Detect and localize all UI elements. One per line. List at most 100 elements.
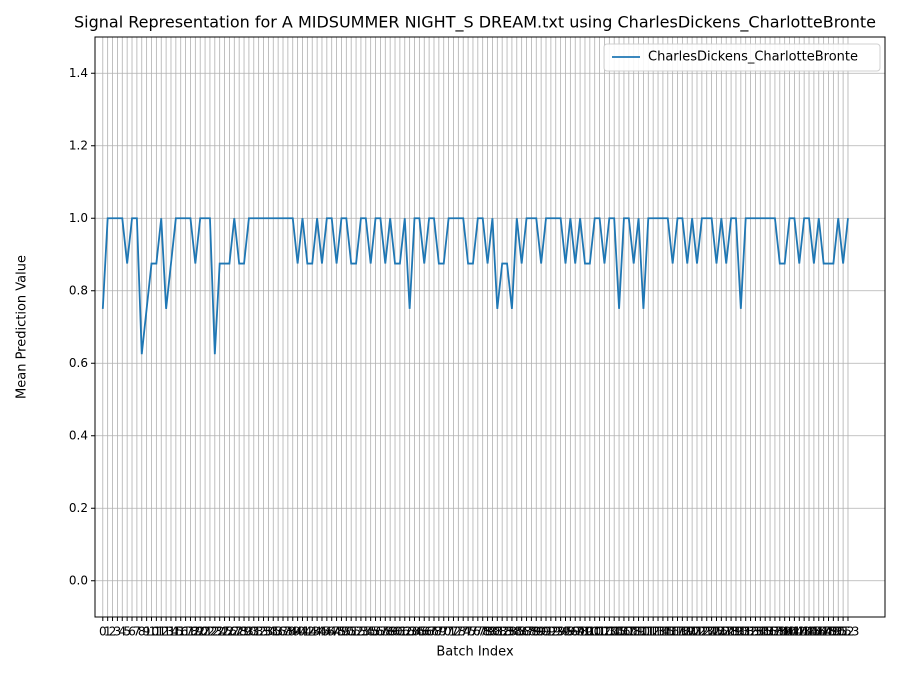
x-tick-label: 119 bbox=[671, 625, 694, 639]
x-tick-label: 74 bbox=[456, 625, 471, 639]
x-tick-label: 151 bbox=[827, 625, 850, 639]
x-tick-label: 12 bbox=[154, 625, 169, 639]
x-tick-label: 3 bbox=[114, 625, 122, 639]
x-tick-label: 130 bbox=[725, 625, 748, 639]
x-tick-label: 31 bbox=[246, 625, 261, 639]
x-tick-label: 73 bbox=[451, 625, 466, 639]
x-tick-label: 110 bbox=[627, 625, 650, 639]
x-tick-label: 143 bbox=[788, 625, 811, 639]
x-tick-label: 68 bbox=[426, 625, 441, 639]
x-tick-label: 20 bbox=[193, 625, 208, 639]
x-tick-label: 39 bbox=[285, 625, 300, 639]
x-tick-label: 128 bbox=[715, 625, 738, 639]
chart-title: Signal Representation for A MIDSUMMER NI… bbox=[74, 13, 876, 33]
x-tick-label: 18 bbox=[183, 625, 198, 639]
x-tick-label: 57 bbox=[373, 625, 388, 639]
x-tick-label: 8 bbox=[138, 625, 146, 639]
x-tick-label: 44 bbox=[309, 625, 324, 639]
x-tick-label: 28 bbox=[232, 625, 247, 639]
x-tick-label: 150 bbox=[822, 625, 845, 639]
x-tick-label: 111 bbox=[632, 625, 655, 639]
x-tick-label: 58 bbox=[378, 625, 393, 639]
x-tick-label: 122 bbox=[686, 625, 709, 639]
x-tick-label: 98 bbox=[572, 625, 587, 639]
x-tick-label: 132 bbox=[734, 625, 757, 639]
x-tick-label: 54 bbox=[358, 625, 373, 639]
x-tick-label: 83 bbox=[499, 625, 514, 639]
x-tick-label: 105 bbox=[603, 625, 626, 639]
x-tick-label: 64 bbox=[407, 625, 422, 639]
x-tick-label: 114 bbox=[647, 625, 670, 639]
x-tick-label: 70 bbox=[436, 625, 451, 639]
x-tick-label: 11 bbox=[149, 625, 164, 639]
x-tick-label: 103 bbox=[593, 625, 616, 639]
x-tick-label: 107 bbox=[612, 625, 635, 639]
x-tick-label: 63 bbox=[402, 625, 417, 639]
legend-box bbox=[603, 43, 881, 72]
x-tick-label: 52 bbox=[348, 625, 363, 639]
x-tick-label: 66 bbox=[417, 625, 432, 639]
x-tick-label: 30 bbox=[241, 625, 256, 639]
x-tick-label: 24 bbox=[212, 625, 227, 639]
x-tick-label: 81 bbox=[490, 625, 505, 639]
x-tick-label: 152 bbox=[832, 625, 855, 639]
x-tick-label: 90 bbox=[533, 625, 548, 639]
x-tick-label: 33 bbox=[256, 625, 271, 639]
x-tick-label: 55 bbox=[363, 625, 378, 639]
x-tick-label: 97 bbox=[568, 625, 583, 639]
x-tick-label: 47 bbox=[324, 625, 339, 639]
x-tick-label: 125 bbox=[700, 625, 723, 639]
x-tick-label: 140 bbox=[773, 625, 796, 639]
x-tick-label: 16 bbox=[173, 625, 188, 639]
x-tick-label: 5 bbox=[123, 625, 131, 639]
y-tick-label: 0.2 bbox=[69, 501, 88, 515]
x-tick-label: 88 bbox=[524, 625, 539, 639]
x-tick-label: 42 bbox=[300, 625, 315, 639]
x-tick-label: 46 bbox=[319, 625, 334, 639]
x-tick-label: 134 bbox=[744, 625, 767, 639]
x-tick-label: 82 bbox=[495, 625, 510, 639]
x-tick-label: 4 bbox=[118, 625, 126, 639]
y-tick-label: 0.8 bbox=[69, 283, 88, 297]
x-tick-label: 139 bbox=[768, 625, 791, 639]
x-tick-label: 142 bbox=[783, 625, 806, 639]
x-tick-label: 116 bbox=[656, 625, 679, 639]
x-tick-label: 15 bbox=[168, 625, 183, 639]
x-tick-label: 67 bbox=[421, 625, 436, 639]
x-tick-label: 77 bbox=[470, 625, 485, 639]
x-tick-label: 95 bbox=[558, 625, 573, 639]
x-tick-label: 36 bbox=[270, 625, 285, 639]
x-tick-label: 9 bbox=[143, 625, 151, 639]
x-tick-label: 41 bbox=[295, 625, 310, 639]
x-tick-label: 21 bbox=[197, 625, 212, 639]
x-tick-label: 59 bbox=[383, 625, 398, 639]
x-tick-label: 101 bbox=[583, 625, 606, 639]
x-tick-label: 62 bbox=[397, 625, 412, 639]
x-tick-label: 147 bbox=[807, 625, 830, 639]
x-tick-label: 23 bbox=[207, 625, 222, 639]
x-tick-label: 121 bbox=[681, 625, 704, 639]
x-tick-label: 50 bbox=[339, 625, 354, 639]
x-tick-label: 145 bbox=[798, 625, 821, 639]
x-tick-label: 48 bbox=[329, 625, 344, 639]
x-tick-label: 80 bbox=[485, 625, 500, 639]
x-tick-label: 49 bbox=[334, 625, 349, 639]
x-tick-label: 87 bbox=[519, 625, 534, 639]
x-tick-label: 60 bbox=[387, 625, 402, 639]
x-tick-label: 45 bbox=[314, 625, 329, 639]
x-tick-label: 108 bbox=[617, 625, 640, 639]
x-tick-label: 109 bbox=[622, 625, 645, 639]
x-tick-label: 0 bbox=[99, 625, 107, 639]
x-tick-label: 113 bbox=[642, 625, 665, 639]
x-tick-label: 7 bbox=[133, 625, 141, 639]
y-tick-label: 1.4 bbox=[69, 66, 88, 80]
y-tick-label: 0.4 bbox=[69, 428, 88, 442]
x-tick-label: 72 bbox=[446, 625, 461, 639]
x-tick-label: 35 bbox=[266, 625, 281, 639]
x-tick-label: 6 bbox=[128, 625, 136, 639]
x-axis-label: Batch Index bbox=[436, 645, 514, 660]
x-tick-label: 136 bbox=[754, 625, 777, 639]
x-tick-label: 117 bbox=[661, 625, 684, 639]
x-tick-label: 37 bbox=[275, 625, 290, 639]
